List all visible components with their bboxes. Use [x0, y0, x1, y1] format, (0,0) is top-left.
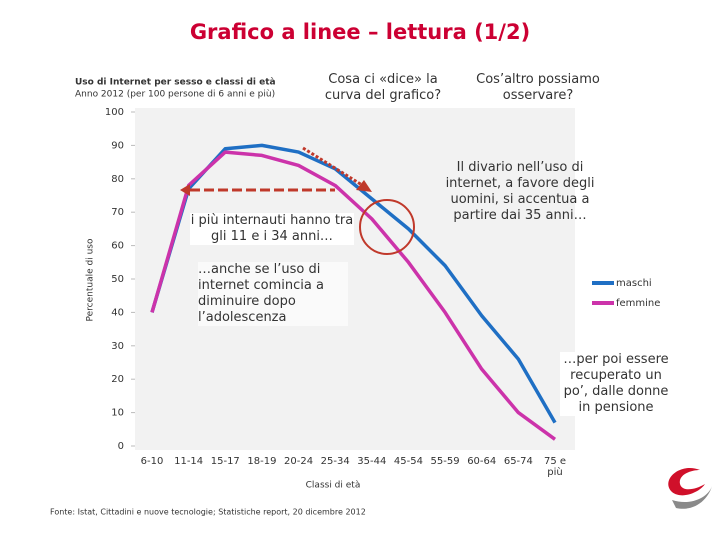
annotation: i più internauti hanno tra gli 11 e i 34… [190, 213, 354, 245]
y-tick-label: 0 [118, 441, 124, 452]
x-tick-label: 45-54 [394, 456, 423, 467]
y-tick-label: 90 [111, 140, 124, 151]
series-line [150, 150, 557, 441]
y-tick-label: 10 [111, 408, 124, 419]
arrow-head [356, 180, 372, 192]
arrow-head [180, 184, 190, 196]
logo [668, 468, 712, 509]
y-tick-label: 20 [111, 374, 124, 385]
source: Fonte: Istat, Cittadini e nuove tecnolog… [50, 508, 366, 517]
annotation: …anche se l’uso di internet comincia a d… [198, 262, 348, 326]
annotation: Cos’altro possiamo osservare? [476, 72, 600, 103]
x-axis-label: Classi di età [306, 481, 361, 491]
chart-subtitle: Anno 2012 (per 100 persone di 6 anni e p… [75, 90, 275, 100]
y-tick-label: 30 [111, 341, 124, 352]
x-tick-label: 35-44 [357, 456, 386, 467]
legend-label: femmine [616, 298, 660, 309]
y-tick-label: 60 [111, 241, 124, 252]
x-tick-label: 11-14 [174, 456, 203, 467]
chart-title: Uso di Internet per sesso e classi di et… [75, 78, 276, 88]
x-tick-label: 18-19 [247, 456, 276, 467]
x-tick-label: 65-74 [504, 456, 533, 467]
y-tick-label: 40 [111, 307, 124, 318]
x-tick-label: 55-59 [431, 456, 460, 467]
legend-label: maschi [616, 278, 652, 289]
annotation: …per poi essere recuperato un po’, dalle… [560, 352, 672, 416]
y-tick-label: 100 [105, 107, 124, 118]
x-tick-label: 75 e più [544, 456, 566, 478]
x-tick-label: 20-24 [284, 456, 313, 467]
x-tick-label: 15-17 [211, 456, 240, 467]
highlight-circle [359, 199, 415, 255]
x-tick-label: 60-64 [467, 456, 496, 467]
y-axis-label: Percentuale di uso [86, 238, 96, 321]
annotation: Il divario nell’uso di internet, a favor… [445, 160, 595, 223]
x-tick-label: 25-34 [321, 456, 350, 467]
y-tick-label: 50 [111, 274, 124, 285]
arrow-line [302, 146, 363, 187]
y-tick-label: 70 [111, 207, 124, 218]
y-tick-label: 80 [111, 174, 124, 185]
x-tick-label: 6-10 [141, 456, 164, 467]
slide-title: Grafico a linee – lettura (1/2) [190, 20, 530, 44]
annotation: Cosa ci «dice» la curva del grafico? [324, 72, 442, 103]
